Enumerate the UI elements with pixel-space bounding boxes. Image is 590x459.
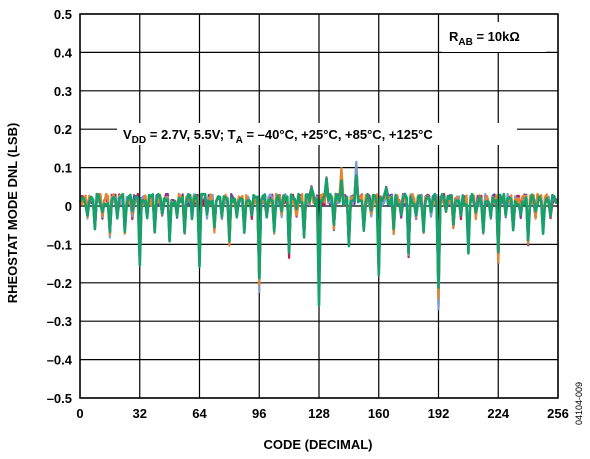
rab-r: R [449, 29, 459, 44]
x-tick-label: 224 [487, 406, 509, 421]
x-tick-label: 96 [252, 406, 266, 421]
y-tick-label: –0.3 [47, 314, 72, 329]
y-tick-label: 0 [65, 199, 72, 214]
cond-v-sub: DD [132, 135, 146, 146]
rab-annotation-bg [442, 22, 546, 52]
x-axis-title: CODE (DECIMAL) [263, 437, 372, 452]
y-tick-label: 0.4 [54, 45, 73, 60]
conditions-annotation-bg [117, 123, 517, 145]
y-tick-label: 0.3 [54, 84, 72, 99]
y-tick-label: –0.4 [47, 353, 73, 368]
x-tick-label: 128 [308, 406, 330, 421]
y-tick-label: 0.1 [54, 161, 72, 176]
cond-rest: = –40°C, +25°C, +85°C, +125°C [243, 127, 434, 142]
y-axis-title: RHEOSTAT MODE DNL (LSB) [5, 123, 20, 304]
rab-rest: = 10kΩ [473, 29, 520, 44]
y-tick-label: 0.2 [54, 122, 72, 137]
y-tick-label: –0.2 [47, 276, 72, 291]
y-tick-label: –0.1 [47, 237, 72, 252]
rab-annotation: RAB = 10kΩ [449, 29, 520, 48]
x-tick-label: 64 [192, 406, 207, 421]
rab-sub: AB [458, 37, 472, 48]
y-tick-label: –0.5 [47, 391, 72, 406]
x-tick-label: 0 [76, 406, 83, 421]
conditions-annotation: VDD = 2.7V, 5.5V; TA = –40°C, +25°C, +85… [123, 127, 433, 146]
y-tick-label: 0.5 [54, 7, 72, 22]
x-tick-label: 32 [133, 406, 147, 421]
x-tick-label: 160 [368, 406, 390, 421]
cond-mid: = 2.7V, 5.5V; T [146, 127, 236, 142]
tick-labels: 0 32 64 96 128 160 192 224 256 –0.5 –0.4 –0.3 –0.2 –0… [47, 7, 569, 421]
x-tick-label: 256 [547, 406, 569, 421]
plot-frame [79, 13, 559, 399]
cond-v: V [123, 127, 132, 142]
cond-t-sub: A [236, 135, 243, 146]
series-group [78, 160, 559, 311]
x-tick-label: 192 [428, 406, 450, 421]
figure-id: 04104-009 [574, 382, 584, 425]
dnl-series-line [78, 174, 559, 307]
